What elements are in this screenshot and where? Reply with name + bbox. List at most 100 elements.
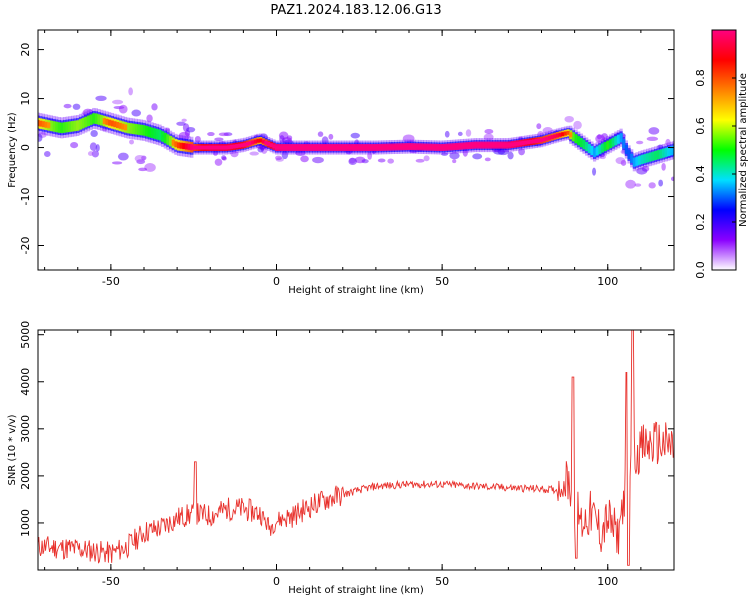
spectrogram-ridge-cell [447,145,451,150]
snr-x-tick-label: -50 [102,575,120,588]
spectrogram-ridge-cell [399,144,403,149]
spectrogram-noise-blob [671,176,674,182]
spectrogram-ridge-cell [63,122,67,133]
spectrogram-noise-blob [181,118,187,122]
spectrogram-ridge-cell [269,143,273,148]
spectrogram-noise-blob [573,120,582,130]
spectrogram-noise-blob [186,126,196,133]
spectrogram-ridge-cell [410,144,414,149]
spectrogram-ridge-cell [579,138,583,148]
spectrogram-ridge-cell [455,144,459,149]
spectrogram-ridge-cell [70,121,75,132]
snr-x-tick-label: 0 [273,575,280,588]
spectrogram-ridge-cell [174,141,178,148]
spectrogram-ridge-cell [232,144,236,149]
spectrogram-ridge-cell [335,145,340,150]
spectrogram-ridge-cell [261,139,265,144]
spectrogram-frame [37,29,675,271]
spectrogram-ridge-cell [248,141,252,146]
spectrogram-ridge-cell [502,143,507,148]
spectrogram-ridge-cell [661,148,666,158]
spectrogram-noise-blob [484,157,491,162]
spectrogram-noise-blob [592,167,597,176]
spectrogram-noise-blob [90,129,98,138]
spectrogram-ridge-cell [272,144,276,149]
spectrogram-ridge-cell [108,119,112,126]
spectrogram-ridge-cell [166,134,170,145]
spectrogram-ridge-cell [590,145,594,156]
spectrogram-ridge-cell [76,120,80,131]
spectrogram-ridge-cell [566,130,570,135]
spectrogram-ridge-cell [39,120,43,127]
spectrogram-ridge-cell [317,145,321,150]
spectrogram-y-tick-label: 10 [19,92,32,106]
spectrogram-ridge-cell [65,121,69,133]
spectrogram-ridge-cell [391,145,395,150]
spectrogram-ridge-cell [346,145,350,150]
spectrogram-ridge-cell [561,132,565,137]
spectrogram-x-tick-label: 100 [597,275,618,288]
spectrogram-ridge-cell [367,145,371,150]
spectrogram-ridge-cell [563,131,568,136]
spectrogram-ridge-cell [184,143,189,150]
spectrogram-noise-blob [128,87,133,96]
spectrogram-ridge-cell [126,122,130,134]
spectrogram-ridge-cell [481,143,485,148]
spectrogram-ridge-cell [381,145,385,150]
spectrogram-noise-blob [646,136,659,142]
spectrogram-noise-blob [281,150,289,160]
spectrogram-noise-blob [449,151,460,160]
spectrogram-noise-blob [129,139,135,145]
spectrogram-ridge-cell [86,115,91,127]
spectrogram-ridge-cell [664,147,668,157]
spectrogram-ridge-cell [622,139,626,149]
spectrogram-noise-blob [542,127,553,135]
spectrogram-noise-blob [507,151,514,160]
spectrogram-x-tick-label: -50 [102,275,120,288]
spectrogram-ridge-cell [343,145,348,150]
spectrogram-ridge-cell [463,143,467,148]
spectrogram-noise-blob [70,142,79,149]
spectrogram-noise-blob [348,157,357,165]
spectrogram-y-axis-label: Frequency (Hz) [7,112,18,188]
spectrogram-noise-blob [151,103,158,111]
snr-y-tick-label: 4000 [19,368,32,396]
spectrogram-ridge-cell [638,155,642,165]
snr-panel: -50 0 50 100 1000 2000 3000 4000 5000 Height of … [7,321,675,596]
spectrogram-ridge-cell [471,143,475,148]
spectrogram-x-tick-label: 0 [273,275,280,288]
spectrogram-ridge-cell [375,145,379,150]
spectrogram-ridge-cell [569,132,573,138]
spectrogram-ridge-cell [113,121,117,128]
spectrogram-ridge-cell [577,136,581,146]
snr-x-tick-label: 50 [435,575,449,588]
spectrogram-ridge-cell [354,145,358,150]
spectrogram-noise-blob [312,156,324,164]
spectrogram-noise-blob [625,179,636,189]
spectrogram-ridge-cell [542,137,546,142]
spectrogram-ridge-cell [264,140,268,145]
spectrogram-ridge-cell [420,144,424,149]
spectrogram-ridge-cell [547,135,552,140]
snr-x-tick-label: 100 [597,575,618,588]
spectrogram-ridge-cell [426,145,430,150]
spectrogram-ridge-cell [137,124,141,135]
spectrogram-noise-blob [377,158,386,163]
spectrogram-ridge-cell [643,154,647,164]
spectrogram-noise-blob [214,158,223,166]
spectrogram-ridge-cell [240,143,244,148]
spectrogram-ridge-cell [611,137,615,147]
snr-axes: -50 0 50 100 1000 2000 3000 4000 5000 [19,321,675,588]
spectrogram-ridge-cell [386,145,390,150]
spectrogram-ridge-cell [134,123,138,135]
spectrogram-ridge-cell [428,145,432,150]
spectrogram-noise-blob [465,129,472,137]
spectrogram-ridge-cell [235,144,239,149]
spectrogram-ridge-cell [314,145,318,150]
colorbar-tick-label: 0.6 [694,117,707,135]
spectrogram-ridge-cell [582,140,586,150]
spectrogram-ridge-cell [198,145,202,150]
spectrogram-ridge-cell [118,122,122,129]
spectrogram-ridge-cell [484,143,488,148]
